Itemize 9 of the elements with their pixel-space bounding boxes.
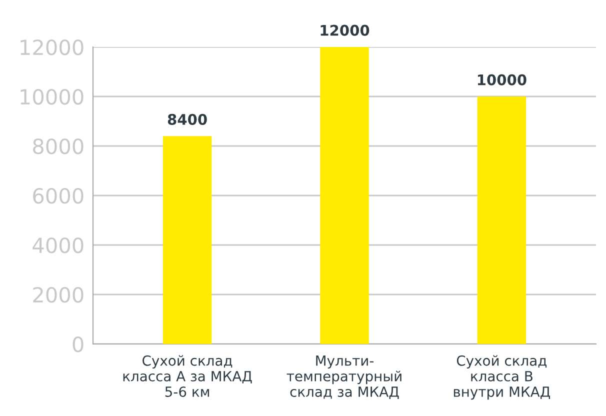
bar <box>320 47 369 344</box>
bar <box>477 96 526 344</box>
data-label: 10000 <box>478 74 526 86</box>
x-tick-label: Сухой склад класса А за МКАД 5-6 км <box>123 355 252 397</box>
bar <box>162 136 212 344</box>
data-label: 8400 <box>168 114 207 125</box>
x-tick-label: Мульти- температурный склад за МКАД <box>286 356 402 399</box>
x-tick-label: Сухой склад класса В внутри МКАД <box>454 355 550 400</box>
data-label: 12000 <box>320 24 370 36</box>
